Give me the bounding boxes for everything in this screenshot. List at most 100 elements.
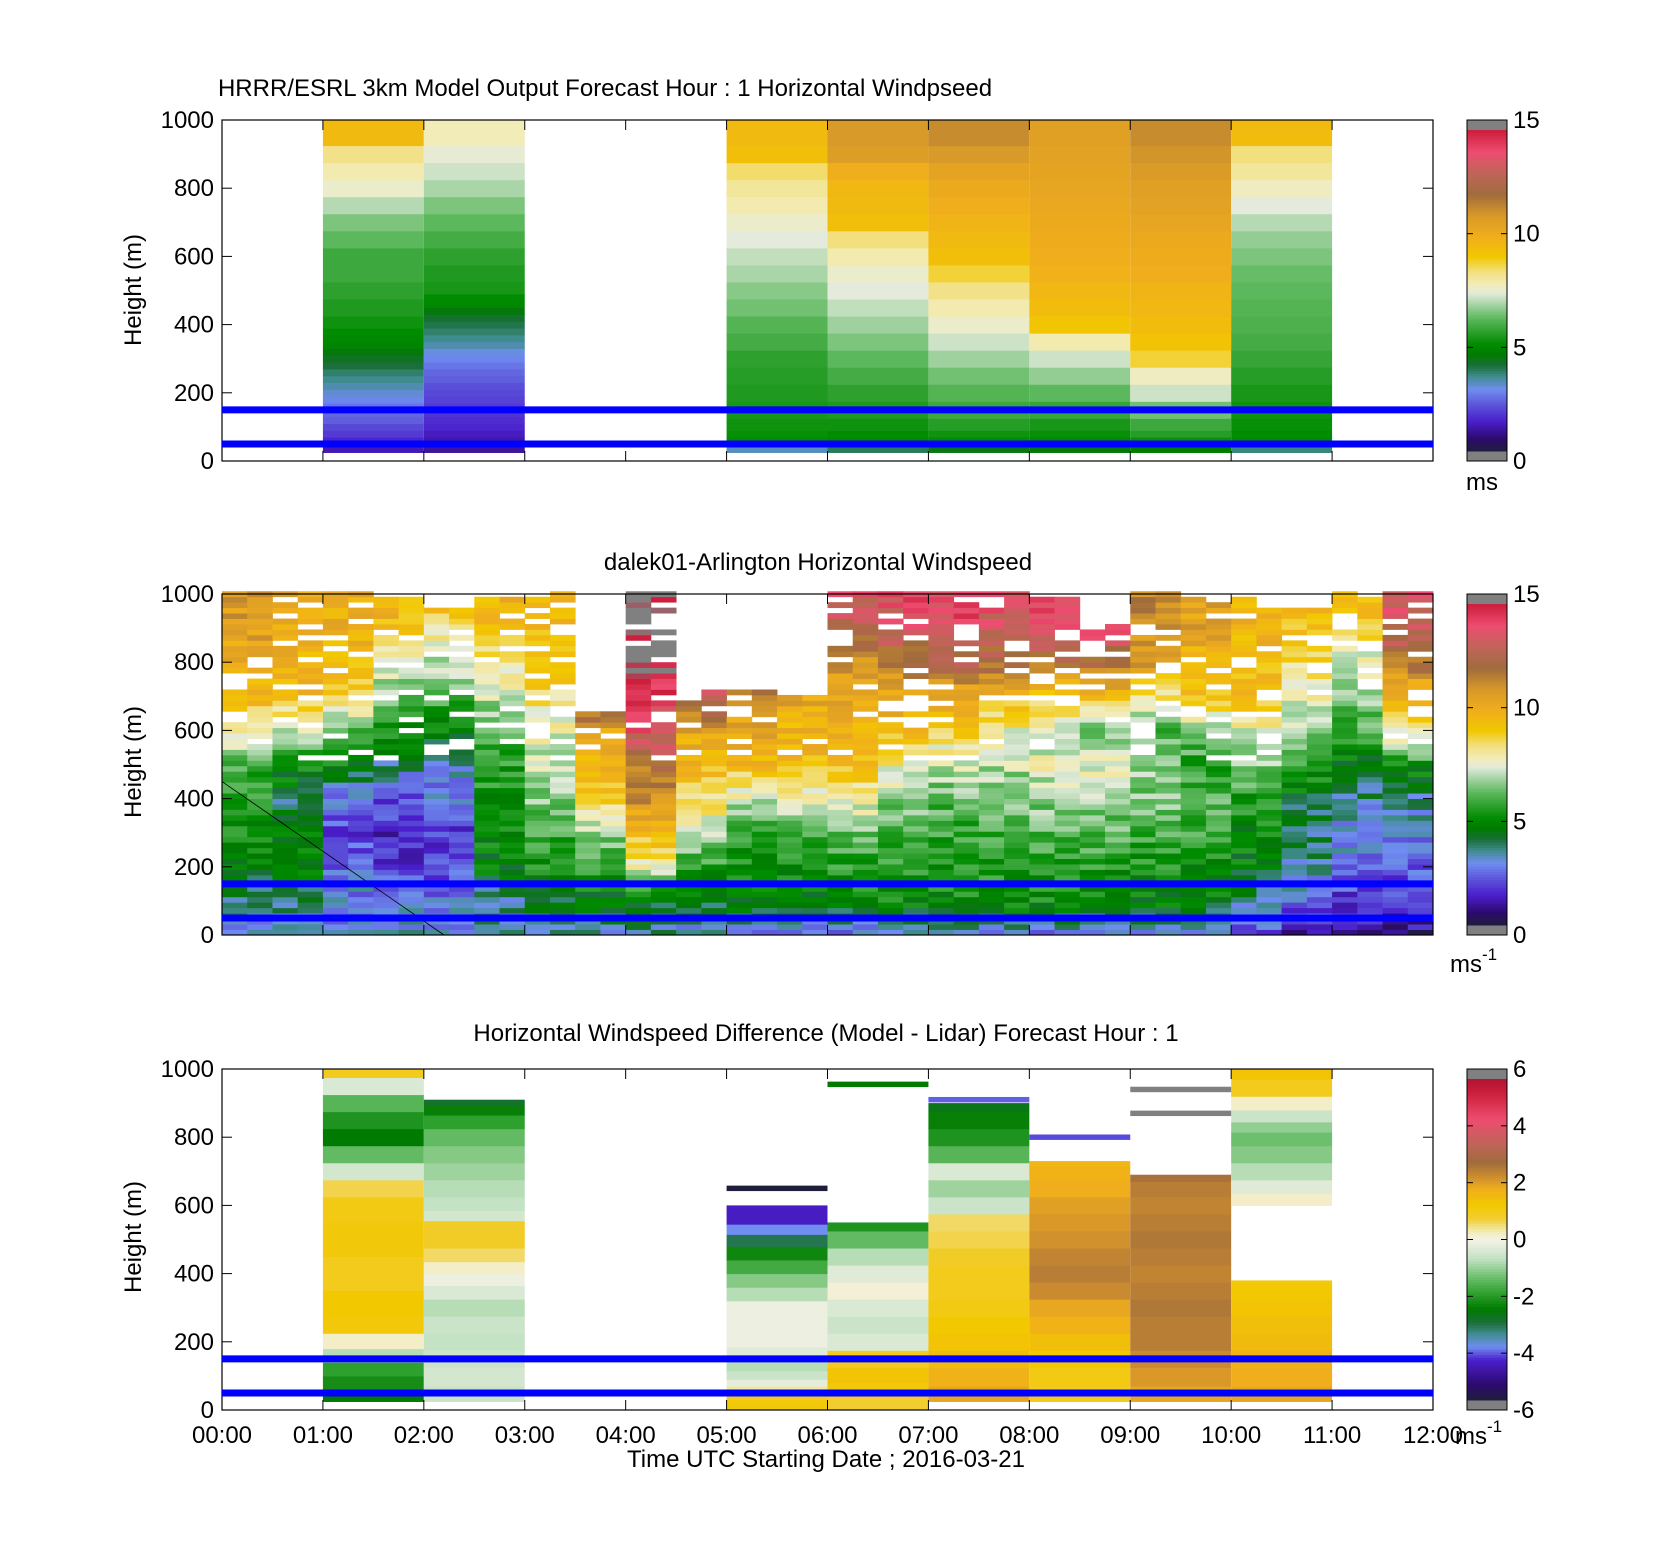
heatmap-cell — [1281, 885, 1308, 892]
heatmap-cell — [373, 831, 400, 838]
heatmap-cell — [474, 624, 500, 630]
heatmap-cell — [1029, 771, 1055, 778]
heatmap-cell — [322, 858, 349, 865]
colorbar-step — [1467, 327, 1507, 332]
colorbar-step — [1467, 1231, 1507, 1235]
heatmap-cell — [1306, 864, 1333, 870]
heatmap-cell — [549, 765, 576, 772]
heatmap-cell — [877, 722, 904, 729]
heatmap-cell — [751, 896, 778, 903]
heatmap-cell — [625, 656, 652, 663]
heatmap-cell — [777, 842, 803, 849]
heatmap-cell — [1231, 629, 1257, 636]
colorbar-step — [1467, 764, 1507, 768]
heatmap-cell — [852, 804, 879, 810]
heatmap-cell — [1029, 749, 1055, 756]
heatmap-cell — [1054, 853, 1081, 860]
heatmap-cell — [1231, 1132, 1333, 1147]
heatmap-cell — [373, 700, 400, 707]
heatmap-cell — [524, 689, 551, 696]
heatmap-cell — [701, 918, 727, 925]
heatmap-cell — [247, 651, 273, 658]
colorbar-step — [1467, 266, 1507, 270]
heatmap-cell — [625, 711, 652, 718]
heatmap-cell — [953, 738, 980, 745]
heatmap-cell — [978, 744, 1005, 750]
heatmap-cell — [449, 831, 475, 838]
heatmap-cell — [322, 885, 349, 892]
heatmap-cell — [1054, 896, 1081, 903]
heatmap-cell — [1130, 874, 1156, 881]
heatmap-cell — [1382, 678, 1409, 685]
heatmap-cell — [1281, 607, 1308, 614]
heatmap-cell — [650, 842, 677, 849]
heatmap-cell — [474, 640, 500, 647]
colorbar-step — [1467, 622, 1507, 626]
heatmap-cell — [600, 924, 627, 930]
heatmap-cell — [777, 809, 803, 816]
heatmap-cell — [903, 656, 929, 663]
heatmap-cell — [247, 694, 273, 701]
heatmap-cell — [903, 793, 929, 799]
heatmap-cell — [1205, 771, 1232, 778]
heatmap-cell — [1180, 754, 1207, 761]
heatmap-cell — [676, 716, 702, 723]
heatmap-cell — [625, 782, 652, 789]
colorbar-step — [1467, 646, 1507, 650]
colorbar-step — [1467, 652, 1507, 656]
heatmap-cell — [852, 798, 879, 805]
colorbar-cap — [1467, 1069, 1507, 1079]
x-tick-label: 03:00 — [495, 1422, 555, 1449]
colorbar-step — [1467, 1207, 1507, 1211]
heatmap-cell — [1332, 754, 1358, 761]
heatmap-cell — [852, 607, 879, 614]
heatmap-cell — [1281, 678, 1308, 685]
heatmap-cell — [1382, 749, 1409, 756]
heatmap-cell — [1407, 722, 1434, 729]
heatmap-cell — [1332, 727, 1358, 734]
heatmap-cell — [1105, 809, 1131, 816]
panel-model: HRRR/ESRL 3km Model Output Forecast Hour… — [120, 75, 1540, 496]
colorbar-step — [1467, 807, 1507, 811]
heatmap-cell — [726, 247, 828, 266]
heatmap-cell — [322, 814, 349, 821]
heatmap-cell — [953, 918, 980, 925]
heatmap-cell — [322, 716, 349, 723]
heatmap-cell — [1256, 787, 1283, 794]
heatmap-cell — [701, 820, 727, 827]
heatmap-cell — [852, 613, 879, 619]
heatmap-cell — [978, 836, 1005, 843]
heatmap-cell — [348, 836, 374, 843]
heatmap-cell — [322, 264, 424, 283]
heatmap-cell — [1054, 749, 1081, 756]
heatmap-cell — [625, 793, 652, 799]
heatmap-cell — [600, 918, 627, 925]
heatmap-cell — [222, 885, 248, 892]
colorbar-step — [1467, 1143, 1507, 1147]
heatmap-cell — [1054, 624, 1081, 630]
colorbar-step — [1467, 402, 1507, 407]
heatmap-cell — [1130, 602, 1156, 609]
heatmap-cell — [449, 678, 475, 685]
heatmap-cell — [928, 765, 955, 772]
heatmap-cell — [928, 196, 1030, 215]
heatmap-cell — [1130, 418, 1232, 431]
heatmap-cell — [1306, 885, 1333, 892]
heatmap-cell — [751, 727, 778, 734]
heatmap-cell — [272, 624, 299, 630]
heatmap-cell — [549, 667, 576, 674]
heatmap-cell — [1382, 694, 1409, 701]
heatmap-cell — [827, 929, 854, 936]
colorbar-step — [1467, 424, 1507, 428]
heatmap-cell — [272, 864, 299, 870]
heatmap-cell — [322, 678, 349, 685]
heatmap-cell — [1079, 874, 1106, 881]
heatmap-cell — [1054, 771, 1081, 778]
heatmap-cell — [802, 793, 828, 799]
colorbar-step — [1467, 638, 1507, 642]
heatmap-cell — [247, 809, 273, 816]
colorbar-step — [1467, 914, 1507, 918]
colorbar-step — [1467, 344, 1507, 348]
heatmap-cell — [1231, 842, 1257, 849]
heatmap-cell — [398, 749, 425, 756]
